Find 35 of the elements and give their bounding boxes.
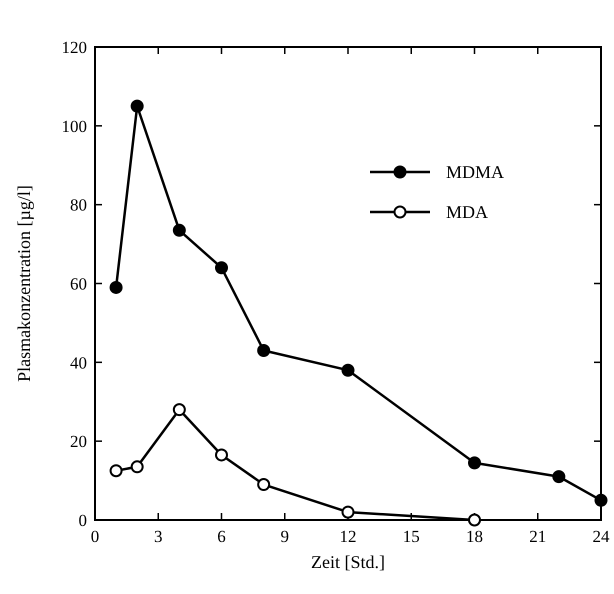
x-tick-label: 18 [466, 527, 483, 546]
point [110, 280, 123, 294]
point [215, 448, 228, 462]
y-tick-label: 0 [78, 511, 87, 530]
legend-label: MDMA [446, 162, 504, 182]
x-tick-label: 15 [402, 527, 420, 546]
y-tick-label: 20 [70, 432, 87, 452]
point [215, 261, 228, 274]
point [110, 464, 123, 478]
point [130, 460, 144, 474]
y-tick-label: 80 [70, 196, 87, 215]
point [172, 224, 186, 237]
point [342, 506, 354, 519]
x-axis-title: Zeit [Std.] [311, 552, 385, 572]
point [552, 470, 566, 484]
point [342, 364, 354, 377]
y-axis-title: Plasmakonzentration [µg/l] [14, 185, 34, 382]
x-tick-label: 21 [529, 527, 546, 546]
x-tick-label: 24 [592, 527, 610, 546]
y-tick-label: 40 [70, 353, 87, 372]
legend-label: MDA [446, 202, 488, 222]
y-tick-label: 100 [62, 116, 87, 136]
point [468, 456, 481, 470]
point [130, 100, 144, 113]
point [257, 478, 270, 492]
y-tick-label: 120 [62, 38, 87, 57]
point [172, 403, 186, 416]
point [257, 344, 270, 358]
x-tick-label: 9 [280, 527, 289, 546]
x-tick-label: 12 [340, 527, 356, 546]
point [594, 494, 608, 507]
y-tick-label: 60 [70, 274, 87, 294]
x-tick-label: 0 [90, 527, 100, 546]
x-tick-label: 3 [154, 527, 162, 546]
x-tick-label: 6 [217, 527, 226, 546]
